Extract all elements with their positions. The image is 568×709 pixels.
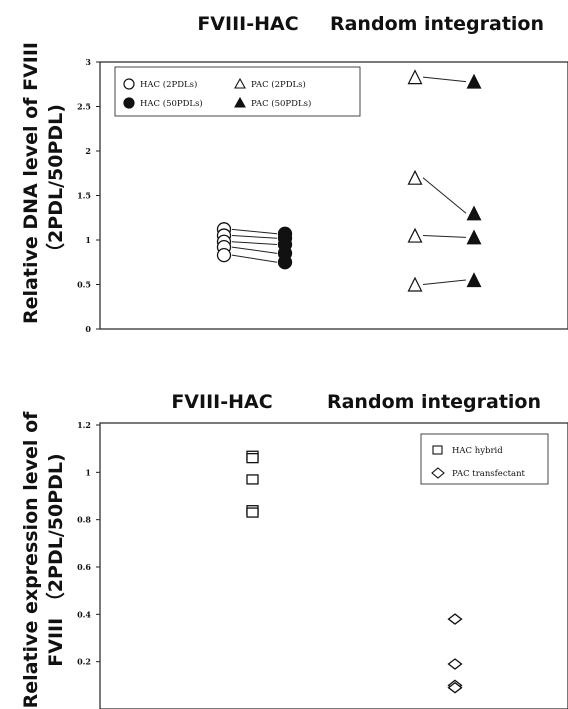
top-group-label-random: Random integration bbox=[330, 13, 544, 35]
top-y-tick-label: 2 bbox=[85, 146, 91, 156]
point-hac-hybrid bbox=[246, 452, 259, 464]
top-group-label-hac: FVIII-HAC bbox=[197, 13, 298, 35]
pair-link-line bbox=[422, 235, 467, 238]
point-pac-transfectant bbox=[447, 613, 463, 625]
legend-label-pac-transfectant: PAC transfectant bbox=[452, 469, 526, 479]
expression-level-chart: FVIII-HAC Random integration Relative ex… bbox=[20, 391, 568, 709]
bottom-legend-frame bbox=[420, 433, 549, 485]
top-y-tick-label: 0.5 bbox=[77, 280, 91, 290]
top-legend: HAC (2PDLs) HAC (50PDLs) PAC (2PDLs) PAC… bbox=[114, 66, 361, 117]
point-pac-2pdls bbox=[407, 276, 423, 292]
point-hac-hybrid bbox=[246, 474, 259, 485]
pair-link-line bbox=[422, 279, 467, 285]
pair-link-line bbox=[231, 228, 278, 235]
bottom-y-tick-label: 0.4 bbox=[77, 609, 91, 619]
top-y-tick-label: 1.5 bbox=[77, 191, 91, 201]
legend-label-pac-50pdl: PAC (50PDLs) bbox=[251, 98, 311, 109]
legend-label-pac-2pdl: PAC (2PDLs) bbox=[251, 79, 306, 90]
bottom-y-axis-label-line2: FVIII （2PDL/50PDL) bbox=[44, 453, 67, 666]
pair-link-line bbox=[231, 254, 278, 263]
bottom-legend: HAC hybrid PAC transfectant bbox=[420, 433, 549, 485]
top-y-tick-label: 0 bbox=[85, 324, 91, 334]
point-pac-2pdls bbox=[407, 227, 423, 243]
bottom-y-tick-label: 1 bbox=[85, 467, 91, 477]
legend-marker-hac-50pdl bbox=[123, 97, 135, 109]
bottom-y-tick-label: 0.2 bbox=[77, 657, 91, 667]
top-legend-frame bbox=[114, 66, 361, 117]
point-pac-50pdls bbox=[466, 73, 482, 89]
point-pac-50pdls bbox=[466, 205, 482, 221]
point-pac-50pdls bbox=[466, 272, 482, 288]
top-y-tick-label: 1 bbox=[85, 235, 91, 245]
dna-level-chart: FVIII-HAC Random integration Relative DN… bbox=[20, 13, 568, 334]
legend-marker-pac-transfectant bbox=[431, 467, 445, 479]
point-pac-transfectant bbox=[447, 681, 463, 694]
pair-link-line bbox=[231, 235, 278, 239]
bottom-y-tick-label: 0.8 bbox=[77, 515, 91, 525]
legend-marker-pac-50pdl bbox=[234, 96, 246, 108]
top-y-tick-label: 3 bbox=[85, 57, 91, 67]
bottom-y-axis-label-line1: Relative expression level of bbox=[20, 411, 42, 709]
top-y-axis-label-line1: Relative DNA level of FVIII bbox=[20, 42, 42, 324]
bottom-group-label-hac: FVIII-HAC bbox=[171, 391, 272, 413]
bottom-plot-frame bbox=[99, 422, 568, 709]
bottom-y-tick-label: 1.2 bbox=[77, 420, 91, 430]
pair-link-line bbox=[231, 246, 278, 254]
point-pac-2pdls bbox=[407, 69, 423, 85]
legend-marker-hac-hybrid bbox=[432, 445, 443, 455]
pair-link-line bbox=[422, 76, 467, 83]
pair-link-line bbox=[231, 241, 278, 245]
point-hac-hybrid bbox=[246, 507, 259, 518]
point-pac-2pdls bbox=[407, 169, 423, 185]
point-hac-2pdls bbox=[216, 247, 232, 263]
point-pac-transfectant bbox=[447, 658, 463, 670]
legend-label-hac-2pdl: HAC (2PDLs) bbox=[140, 79, 197, 90]
legend-label-hac-50pdl: HAC (50PDLs) bbox=[140, 98, 203, 109]
legend-label-hac-hybrid: HAC hybrid bbox=[452, 446, 503, 456]
pair-link-line bbox=[422, 177, 467, 214]
legend-marker-pac-2pdl bbox=[234, 77, 246, 89]
top-y-axis-label-line2: （2PDL/50PDL) bbox=[44, 104, 67, 262]
top-y-tick-label: 2.5 bbox=[77, 102, 91, 112]
bottom-group-label-random: Random integration bbox=[327, 391, 541, 413]
legend-marker-hac-2pdl bbox=[123, 78, 135, 90]
bottom-y-tick-label: 0.6 bbox=[77, 562, 91, 572]
point-hac-50pdls bbox=[277, 255, 293, 270]
point-pac-50pdls bbox=[466, 229, 482, 245]
